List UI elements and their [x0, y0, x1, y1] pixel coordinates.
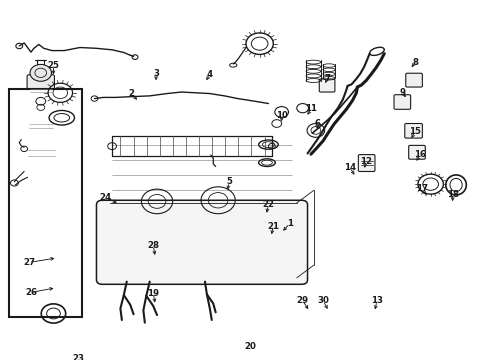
Circle shape — [30, 64, 51, 81]
Text: 13: 13 — [371, 296, 383, 305]
FancyBboxPatch shape — [25, 109, 56, 139]
FancyBboxPatch shape — [358, 154, 375, 171]
Text: 22: 22 — [263, 201, 274, 210]
Text: 7: 7 — [324, 74, 330, 83]
Text: 11: 11 — [305, 104, 317, 113]
Text: 2: 2 — [129, 89, 135, 98]
Text: 20: 20 — [244, 342, 256, 351]
Text: 15: 15 — [409, 127, 421, 136]
Text: 8: 8 — [412, 58, 418, 67]
FancyBboxPatch shape — [394, 95, 411, 109]
Text: 28: 28 — [147, 241, 159, 250]
Text: 23: 23 — [72, 354, 84, 360]
Text: 26: 26 — [25, 288, 37, 297]
FancyBboxPatch shape — [24, 138, 59, 174]
FancyBboxPatch shape — [27, 75, 54, 99]
FancyBboxPatch shape — [409, 145, 425, 159]
Text: 4: 4 — [207, 70, 213, 79]
Text: 14: 14 — [344, 163, 356, 172]
Text: 24: 24 — [99, 193, 112, 202]
Text: 5: 5 — [226, 177, 232, 186]
Text: 3: 3 — [153, 69, 159, 78]
FancyBboxPatch shape — [405, 123, 422, 138]
FancyBboxPatch shape — [406, 73, 422, 87]
FancyBboxPatch shape — [319, 79, 335, 92]
Text: 25: 25 — [48, 61, 59, 70]
Text: 9: 9 — [399, 87, 405, 96]
Text: 1: 1 — [287, 219, 293, 228]
Text: 12: 12 — [360, 157, 372, 166]
Text: 21: 21 — [268, 222, 279, 231]
Text: 6: 6 — [314, 119, 320, 128]
Text: 19: 19 — [147, 289, 159, 298]
Text: 30: 30 — [317, 296, 329, 305]
FancyBboxPatch shape — [97, 200, 308, 284]
Text: 29: 29 — [296, 296, 309, 305]
Text: 17: 17 — [416, 184, 428, 193]
Text: 27: 27 — [23, 258, 35, 267]
Text: 10: 10 — [276, 111, 288, 120]
Text: 18: 18 — [447, 190, 459, 199]
Bar — [9, 89, 82, 317]
Text: 16: 16 — [414, 150, 426, 159]
